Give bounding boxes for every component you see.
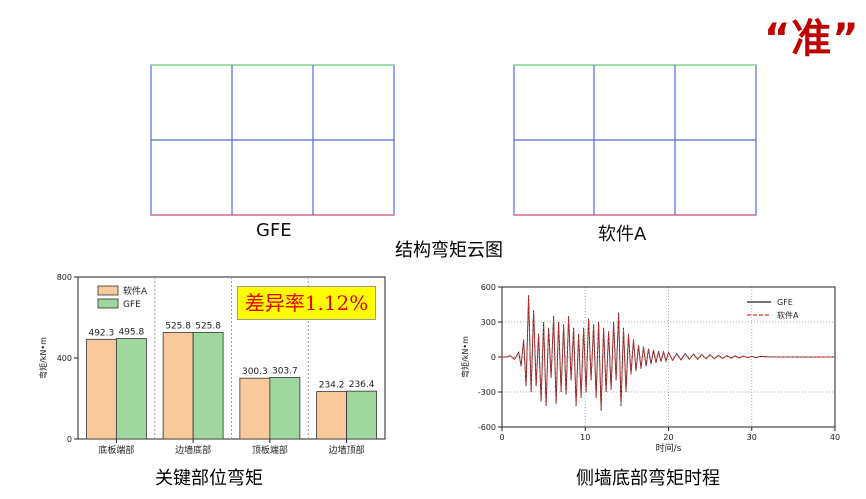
bar-category-label: 边墙底部	[175, 444, 211, 456]
bar-category-label: 底板端部	[98, 444, 134, 456]
software-a-moment-frame	[513, 64, 757, 216]
ts-y-tick-label: -600	[478, 423, 496, 432]
software-a-diagram-caption: 软件A	[598, 224, 647, 245]
bar-category-label: 顶板端部	[252, 444, 288, 456]
bar-value-label: 495.8	[118, 328, 144, 338]
bar-software-a	[316, 391, 348, 440]
gfe-diagram-caption: GFE	[256, 220, 292, 241]
ts-legend-label: 软件A	[777, 310, 799, 320]
cloud-section-title: 结构弯矩云图	[395, 240, 503, 261]
bar-category-label: 边墙顶部	[329, 444, 365, 456]
bar-value-label: 525.8	[195, 322, 221, 332]
ts-x-tick-label: 0	[499, 433, 504, 442]
ts-y-tick-label: 300	[481, 318, 496, 327]
bar-legend-label: GFE	[123, 300, 141, 310]
ts-x-axis-label: 时间/s	[656, 442, 682, 454]
difference-rate-label: 差异率1.12%	[237, 286, 376, 320]
ts-x-tick-label: 30	[747, 433, 757, 442]
bar-gfe	[115, 338, 147, 440]
bar-chart-caption: 关键部位弯矩	[155, 468, 263, 489]
gfe-moment-frame	[150, 64, 395, 216]
ts-x-tick-label: 40	[830, 433, 840, 442]
bar-y-tick-label: 0	[67, 435, 72, 444]
ts-y-tick-label: 600	[481, 283, 496, 292]
accuracy-badge: “准”	[764, 16, 860, 62]
bar-value-label: 303.7	[272, 367, 298, 377]
bar-gfe	[192, 332, 224, 440]
bar-gfe	[269, 377, 301, 440]
ts-y-axis-label: 弯矩/kN•m	[460, 336, 470, 378]
moment-time-history-chart: -600 -300 0 300 600 0 10 20 30 40 时间/s 弯矩/kN•m GFE 软…	[460, 283, 840, 454]
ts-y-tick-label: 0	[491, 353, 496, 362]
bar-legend-swatch	[97, 298, 119, 309]
bar-y-axis-label: 弯矩/kN•m	[38, 337, 48, 379]
bar-legend-label: 软件A	[123, 285, 148, 297]
bar-chart: 0 400 800 弯矩/kN•m 底板端部 边墙底部 顶板端部 边墙顶部 492.3 495.…	[38, 273, 386, 456]
time-history-caption: 侧墙底部弯矩时程	[576, 468, 720, 489]
bar-y-tick-label: 800	[57, 273, 72, 282]
ts-series-software-a-line	[502, 296, 835, 410]
ts-legend-label: GFE	[777, 298, 793, 307]
bar-software-a	[239, 377, 271, 440]
moment-cloud-diagrams	[150, 64, 757, 216]
ts-x-tick-label: 20	[663, 433, 673, 442]
bar-software-a	[85, 338, 117, 440]
ts-y-tick-label: -300	[478, 388, 496, 397]
ts-x-tick-label: 10	[580, 433, 590, 442]
bar-value-label: 525.8	[165, 322, 191, 332]
bar-legend-swatch	[97, 285, 119, 296]
bar-gfe	[346, 390, 378, 440]
bar-value-label: 234.2	[319, 381, 345, 391]
bar-y-tick-label: 400	[57, 354, 72, 363]
bar-value-label: 300.3	[242, 367, 268, 377]
bar-software-a	[162, 332, 194, 440]
bar-value-label: 492.3	[88, 328, 114, 338]
bar-value-label: 236.4	[349, 380, 375, 390]
